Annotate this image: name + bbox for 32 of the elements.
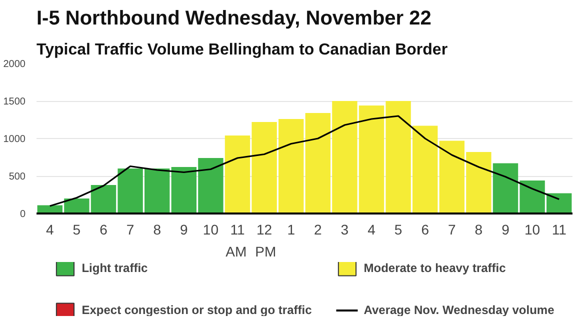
x-tick-label: 7 [126,222,134,238]
x-tick-label: 8 [474,222,483,238]
x-tick-label: 10 [202,222,219,238]
x-tick-label: 12 [256,222,272,238]
x-tick-label: 11 [230,222,245,238]
chart-title: I-5 Northbound Wednesday, November 22 [36,8,432,30]
x-tick-label: 9 [180,222,188,238]
y-tick-label: 1500 [3,96,26,108]
text: AM [226,244,247,260]
x-tick-label: 11 [552,222,567,238]
line-series [49,115,560,207]
x-tick-label: 4 [46,222,54,238]
x-tick-label: 5 [394,222,402,238]
x-tick-label: 10 [524,222,540,238]
x-tick-label: 6 [100,222,108,238]
x-tick-label: 2 [314,222,322,238]
x-tick-label: 6 [421,222,430,238]
text: PM [255,244,276,260]
x-tick-label: 3 [340,222,349,238]
x-tick-label: 1 [287,222,296,238]
x-tick-label: 8 [153,222,162,238]
legend-label: Light traffic [82,261,148,276]
x-tick-label: 9 [502,222,510,238]
y-tick-label: 1000 [3,134,26,145]
x-tick-label: 5 [72,222,81,238]
chart-subtitle: Typical Traffic Volume Bellingham to Canadian Border [36,42,448,58]
x-tick-label: 4 [368,222,376,238]
x-tick-label: 7 [448,222,456,238]
y-tick-label: 2000 [3,59,26,70]
y-tick-label: 500 [8,172,26,182]
legend-label: Moderate to heavy traffic [364,261,506,276]
y-tick-label: 0 [20,209,26,220]
